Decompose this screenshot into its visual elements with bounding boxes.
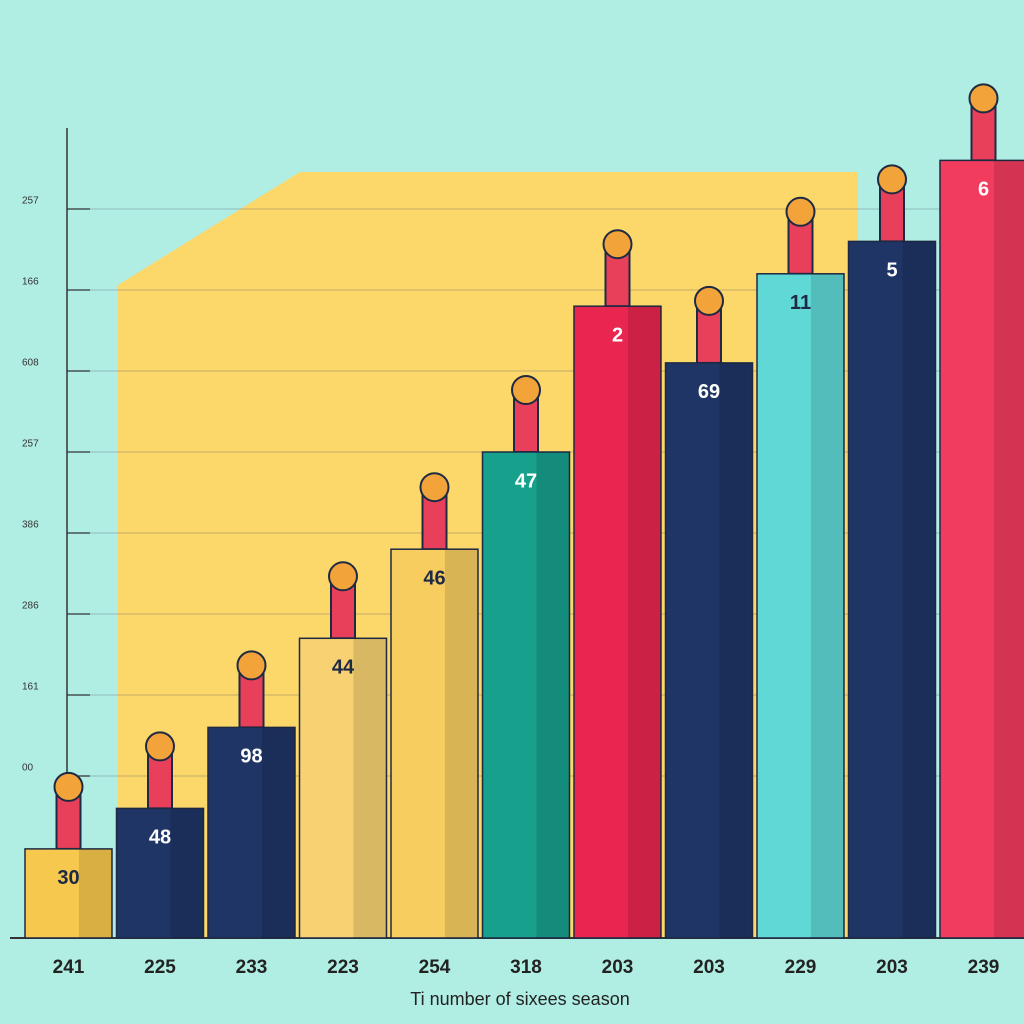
x-tick-label: 233 (236, 957, 268, 978)
y-tick-label: 166 (22, 277, 39, 288)
ornament-head (145, 731, 175, 762)
bar-shade (170, 808, 204, 938)
ornament-stem (238, 671, 265, 729)
y-tick-label: 608 (22, 358, 39, 369)
x-tick-label: 229 (785, 957, 817, 978)
bar-label: 30 (57, 867, 79, 889)
ornament-head (419, 472, 450, 503)
ornament-stem (604, 250, 631, 308)
bar (847, 240, 937, 939)
x-tick-label: 223 (327, 957, 359, 978)
ornament-head (877, 164, 907, 195)
bar-shade (993, 160, 1024, 938)
bar-label: 98 (240, 746, 262, 768)
bar (756, 273, 845, 939)
bar-label: 11 (790, 292, 811, 314)
bar (390, 548, 479, 939)
y-tick-label: 386 (22, 520, 39, 531)
bar-label: 2 (612, 324, 623, 346)
x-tick-label: 225 (144, 957, 176, 978)
x-tick-label: 241 (53, 957, 85, 978)
ornament-stem (55, 792, 82, 850)
bar-shade (444, 549, 478, 938)
ornament-head (785, 196, 816, 227)
ornament-head (328, 561, 358, 592)
bar-shade (353, 638, 387, 938)
y-tick-label: 257 (22, 439, 39, 450)
x-axis-label: Ti number of sixees season (410, 989, 629, 1009)
ornament-head (694, 285, 724, 316)
bar (664, 362, 754, 939)
ornament-head (53, 771, 84, 802)
x-tick-label: 203 (602, 957, 634, 978)
bar (115, 807, 205, 939)
bar-shade (261, 727, 295, 938)
ornament-stem (513, 396, 539, 453)
y-tick-label: 257 (22, 196, 39, 207)
bar-shade (902, 241, 936, 938)
bar-shade (810, 273, 844, 938)
bar-shade (78, 848, 112, 938)
bar (939, 159, 1024, 939)
y-tick-label: 00 (22, 763, 34, 774)
bar (481, 451, 571, 939)
ornament-stem (787, 217, 814, 275)
bar-label: 69 (698, 381, 720, 403)
x-tick-label: 318 (510, 957, 542, 978)
ornament-stem (879, 185, 905, 243)
ornament-head (602, 229, 633, 260)
ornament-stem (330, 582, 356, 640)
ornament-head (236, 650, 267, 681)
ornament-head (968, 83, 999, 114)
ornament-stem (421, 493, 448, 551)
ornament-head (511, 375, 541, 405)
x-tick-label: 203 (876, 957, 908, 978)
bar-label: 44 (332, 657, 355, 679)
ornament-stem (696, 306, 722, 364)
bar-label: 47 (515, 470, 537, 492)
bar-label: 6 (978, 179, 989, 201)
bar-shade (719, 362, 753, 938)
bar-label: 48 (149, 827, 171, 849)
bar-shade (536, 452, 570, 938)
ornament-stem (147, 752, 173, 810)
bar-label: 5 (886, 260, 897, 282)
x-tick-label: 239 (968, 957, 1000, 978)
bar (24, 848, 113, 939)
bar-shade (627, 306, 661, 938)
y-tick-label: 161 (22, 682, 39, 693)
bar-label: 46 (423, 567, 445, 589)
y-tick-label: 286 (22, 601, 39, 612)
bar (298, 637, 388, 939)
ornament-stem (970, 104, 997, 162)
x-tick-label: 254 (419, 957, 451, 978)
bar (207, 726, 296, 939)
bar (573, 305, 662, 939)
x-tick-label: 203 (693, 957, 725, 978)
